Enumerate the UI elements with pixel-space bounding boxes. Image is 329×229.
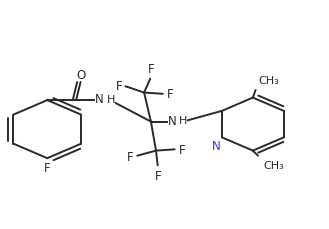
- Text: N: N: [95, 93, 104, 106]
- Text: F: F: [44, 161, 51, 174]
- Text: F: F: [179, 143, 186, 156]
- Text: F: F: [154, 169, 161, 182]
- Text: H: H: [107, 94, 115, 104]
- Text: F: F: [115, 80, 122, 93]
- Text: F: F: [148, 63, 154, 76]
- Text: CH₃: CH₃: [263, 161, 284, 170]
- Text: F: F: [167, 87, 174, 100]
- Text: O: O: [76, 68, 85, 82]
- Text: N: N: [168, 114, 176, 127]
- Text: F: F: [127, 150, 134, 163]
- Text: N: N: [212, 140, 220, 153]
- Text: CH₃: CH₃: [258, 76, 279, 86]
- Text: H: H: [179, 116, 188, 126]
